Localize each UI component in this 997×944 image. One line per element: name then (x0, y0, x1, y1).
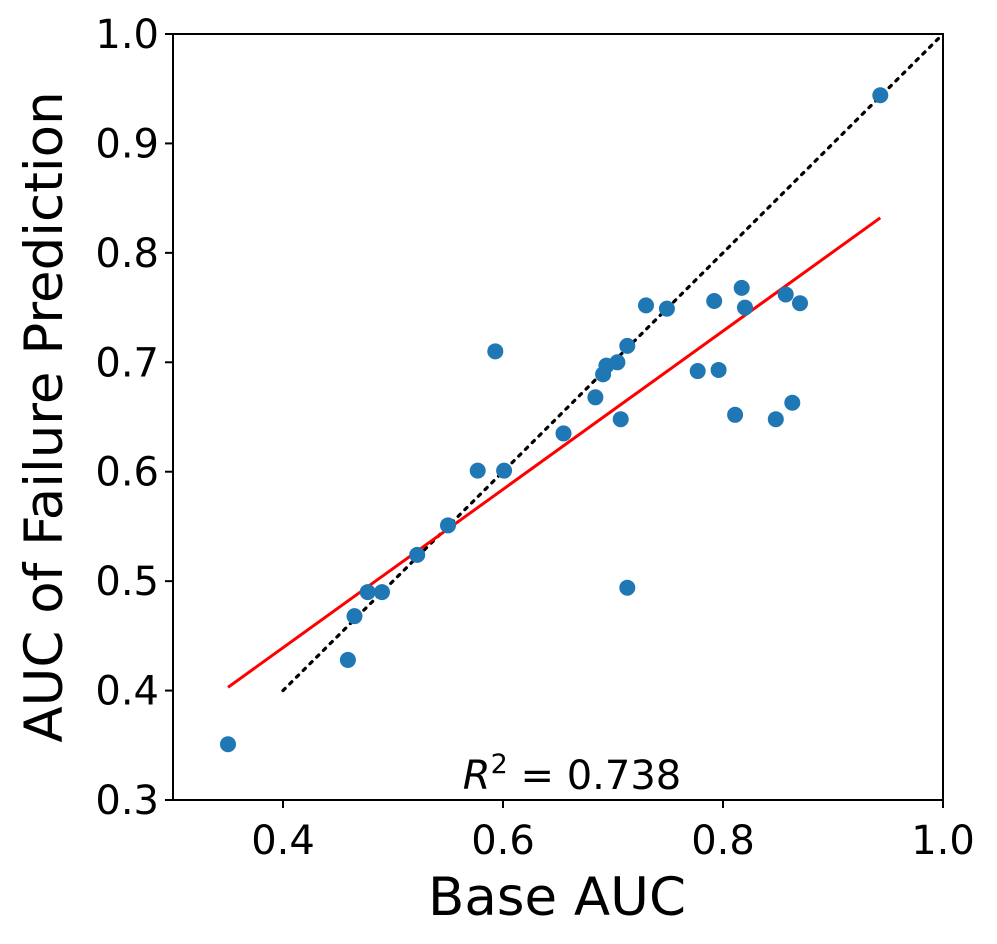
y-tick-label: 0.7 (95, 340, 159, 386)
data-point (612, 411, 629, 428)
data-point (469, 462, 486, 479)
data-point (792, 295, 808, 312)
data-point (710, 361, 727, 378)
data-point (487, 343, 504, 360)
y-tick-label: 0.9 (95, 121, 159, 167)
data-point (638, 297, 654, 314)
y-tick-label: 0.3 (95, 778, 159, 824)
plot-frame (172, 33, 944, 801)
data-point (777, 286, 794, 303)
x-axis-ticks: 0.4 0.6 0.8 1.0 (251, 800, 975, 864)
data-point (733, 279, 750, 296)
y-tick-label: 0.5 (95, 559, 159, 605)
y-tick-label: 0.4 (95, 669, 159, 715)
data-point (339, 651, 356, 668)
data-point (727, 406, 744, 423)
data-point (359, 584, 376, 601)
y-tick-label: 1.0 (95, 12, 159, 58)
x-tick-label: 0.8 (691, 818, 755, 864)
y-tick-label: 0.8 (95, 231, 159, 277)
plot-area (172, 33, 944, 801)
data-point (872, 87, 889, 104)
x-tick-label: 0.4 (251, 818, 315, 864)
r-squared-symbol: R (463, 753, 491, 799)
data-point (658, 300, 675, 317)
data-point (374, 584, 390, 601)
data-point (555, 425, 572, 442)
data-point (440, 517, 456, 534)
y-tick-label: 0.6 (95, 450, 159, 496)
data-point (737, 299, 753, 316)
data-point (496, 462, 513, 479)
r-squared-exponent: 2 (491, 749, 508, 780)
data-point (767, 411, 784, 428)
data-point (689, 363, 706, 380)
x-tick-label: 1.0 (911, 818, 975, 864)
data-point (346, 608, 363, 625)
x-axis-label: Base AUC (428, 867, 686, 928)
data-series (220, 32, 945, 753)
y-axis-label: AUC of Failure Prediction (14, 91, 75, 742)
data-point (587, 389, 604, 406)
r-squared-annotation: R2 = 0.738 (463, 749, 681, 799)
data-point (409, 546, 426, 563)
data-point (619, 579, 636, 596)
data-point (706, 293, 723, 310)
data-point (619, 337, 636, 354)
r-squared-equals: = (508, 753, 567, 799)
y-axis-ticks: 0.3 0.4 0.5 0.6 0.7 0.8 0.9 1.0 (95, 12, 173, 824)
data-point (220, 736, 236, 753)
data-point (609, 354, 626, 371)
data-point (784, 394, 801, 411)
regression-line (227, 216, 882, 689)
r-squared-value: 0.738 (567, 753, 682, 799)
x-tick-label: 0.6 (471, 818, 535, 864)
